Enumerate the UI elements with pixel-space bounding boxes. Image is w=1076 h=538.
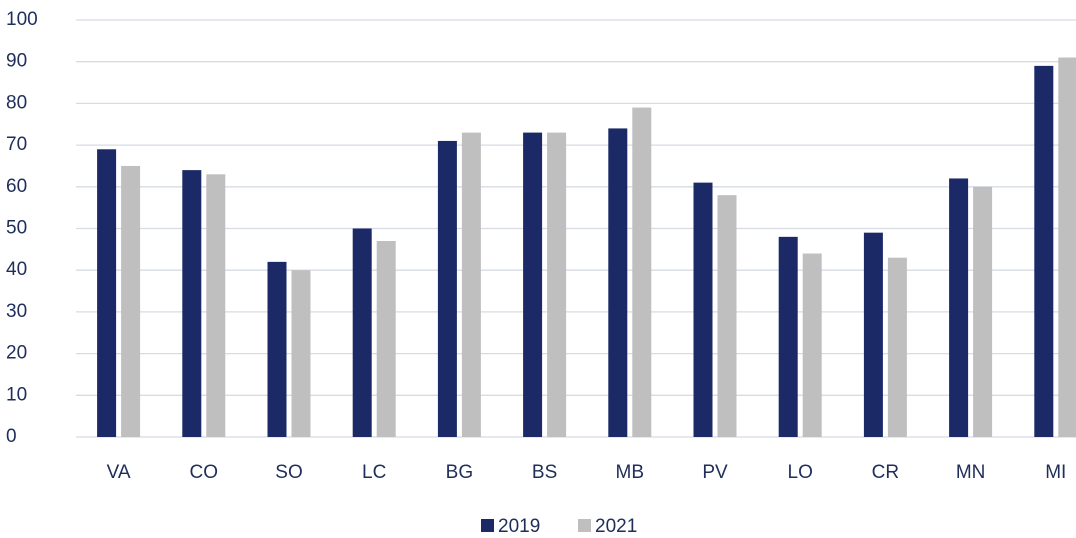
bar: [778, 236, 798, 437]
y-tick-label: 70: [6, 134, 27, 155]
legend-swatch: [578, 519, 591, 532]
y-tick-label: 0: [6, 426, 17, 447]
y-tick-label: 50: [6, 218, 27, 239]
bar: [97, 149, 117, 437]
x-tick-label: BG: [446, 462, 473, 483]
bar: [437, 140, 457, 437]
bar: [523, 132, 543, 437]
bar: [352, 228, 372, 437]
bar: [121, 165, 141, 437]
bar: [206, 174, 226, 438]
y-tick-label: 60: [6, 176, 27, 197]
x-tick-label: PV: [702, 462, 728, 483]
legend-label: 2019: [498, 516, 540, 537]
bar: [949, 178, 969, 437]
bar: [717, 195, 737, 437]
bar: [376, 241, 396, 437]
bar: [182, 170, 202, 437]
x-tick-label: MI: [1045, 462, 1066, 483]
bar: [461, 132, 481, 437]
y-tick-label: 40: [6, 259, 27, 280]
x-tick-label: LO: [788, 462, 813, 483]
bar: [973, 186, 993, 437]
legend-label: 2021: [595, 516, 637, 537]
bar: [1034, 65, 1054, 438]
x-tick-label: VA: [107, 462, 131, 483]
y-tick-label: 10: [6, 384, 27, 405]
x-tick-label: SO: [275, 462, 302, 483]
x-tick-label: BS: [532, 462, 557, 483]
bar: [632, 107, 652, 437]
y-tick-label: 30: [6, 301, 27, 322]
legend-swatch: [481, 519, 494, 532]
bar: [291, 270, 311, 437]
y-tick-label: 20: [6, 343, 27, 364]
y-tick-label: 100: [6, 9, 38, 30]
bar: [547, 132, 567, 437]
y-tick-label: 80: [6, 92, 27, 113]
bar: [802, 253, 822, 437]
bar: [863, 232, 883, 437]
x-tick-label: MB: [616, 462, 645, 483]
x-tick-label: CR: [872, 462, 899, 483]
bar: [693, 182, 713, 437]
x-tick-label: MN: [956, 462, 986, 483]
bar: [887, 257, 907, 437]
bar: [267, 261, 287, 437]
bar: [608, 128, 628, 438]
bar: [1058, 57, 1076, 437]
x-tick-label: LC: [362, 462, 386, 483]
x-tick-label: CO: [190, 462, 219, 483]
y-tick-label: 90: [6, 51, 27, 72]
